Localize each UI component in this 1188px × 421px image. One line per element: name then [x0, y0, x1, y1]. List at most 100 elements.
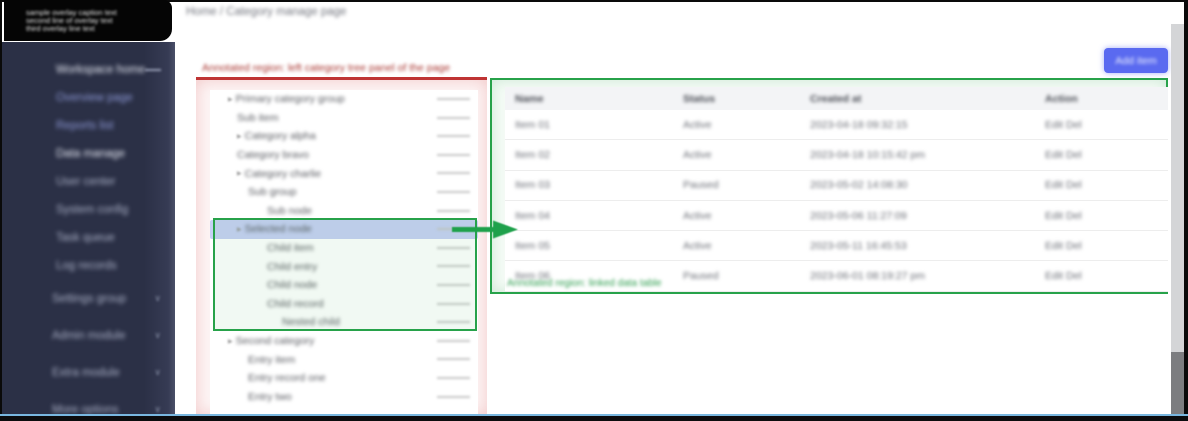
tree-node-label: Entry record one: [248, 372, 326, 385]
tree-node[interactable]: Nested child: [210, 313, 478, 332]
tree-node-label: Selected node: [244, 223, 312, 236]
table-column-header: Action: [1045, 92, 1078, 105]
add-button[interactable]: Add item: [1104, 48, 1168, 73]
table-row[interactable]: Item 05 Active 2023-05-11 16:45:53 Edit Del: [505, 231, 1168, 262]
sidebar-item[interactable]: Extra module ∨: [2, 354, 175, 391]
tree-node[interactable]: Child entry: [210, 257, 478, 276]
sidebar-item-label: Log records: [56, 260, 117, 272]
table-column-header: Status: [683, 92, 716, 105]
sidebar-item-label: Admin module: [52, 329, 126, 342]
tree-node-label: Child node: [267, 279, 318, 292]
chevron-down-icon: ∨: [154, 367, 161, 377]
frame-edge-top: [0, 0, 1188, 2]
overlay-caption-box: sample overlay caption text second line …: [4, 0, 172, 41]
table-cell: Item 01: [515, 118, 551, 131]
sidebar-item-label: System config: [56, 204, 129, 216]
table-row[interactable]: Item 02 Active 2023-04-18 10:15:42 pm Edit …: [505, 140, 1168, 171]
table-cell: Edit Del: [1045, 118, 1082, 131]
tree-node[interactable]: Child record: [210, 295, 478, 314]
tree-node[interactable]: Sub item: [210, 109, 478, 128]
tree-node[interactable]: Entry item: [210, 350, 478, 369]
chevron-down-icon: ∨: [154, 330, 161, 340]
table-column-header: Created at: [810, 92, 862, 105]
tree-node[interactable]: Sub group: [210, 183, 478, 202]
tree-node[interactable]: ▶ Category charlie: [210, 164, 478, 183]
tree-node[interactable]: Child node: [210, 276, 478, 295]
data-table: Name Status Created at Action Item 01 Active…: [505, 87, 1168, 292]
sidebar-item[interactable]: More options ∨: [2, 391, 175, 421]
sidebar-item-label: Extra module: [52, 366, 120, 379]
tree-node[interactable]: Entry record one: [210, 369, 478, 388]
table-row[interactable]: Item 03 Paused 2023-05-02 14:08:30 Edit Del: [505, 170, 1168, 201]
table-cell: Paused: [683, 270, 719, 283]
tree-node-label: Entry item: [248, 353, 296, 366]
sidebar-item[interactable]: Workspace home: [2, 56, 175, 84]
tree-node[interactable]: ▶ Second category: [210, 332, 478, 351]
table-cell: Active: [683, 118, 712, 131]
sidebar-item[interactable]: Data manage: [2, 140, 175, 168]
tree-node-label: Second category: [235, 335, 315, 348]
expand-caret-icon[interactable]: ▶: [228, 96, 233, 103]
tree-node-dash: [437, 209, 470, 212]
table-cell: 2023-05-11 16:45:53: [810, 239, 907, 252]
sidebar-item[interactable]: Overview page: [2, 84, 175, 112]
sidebar-item-label: User center: [56, 176, 116, 188]
table-body: Item 01 Active 2023-04-18 09:32:15 Edit Del…: [505, 110, 1168, 292]
tree-node[interactable]: ▶ Category alpha: [210, 127, 478, 146]
table-header-row: Name Status Created at Action: [505, 87, 1168, 110]
tree-node-dash: [437, 302, 470, 305]
tree-node[interactable]: Child item: [210, 239, 478, 258]
sidebar: Workspace home Overview page Reports list D…: [2, 42, 175, 416]
table-row[interactable]: Item 01 Active 2023-04-18 09:32:15 Edit Del: [505, 110, 1168, 141]
add-button-label: Add item: [1115, 54, 1157, 67]
tree-node-label: Child item: [267, 242, 314, 255]
table-cell: Edit Del: [1045, 209, 1082, 222]
tree-node-dash: [437, 153, 470, 156]
sidebar-item[interactable]: Reports list: [2, 112, 175, 140]
expand-caret-icon[interactable]: ▶: [228, 338, 233, 345]
tree-node-label: Category charlie: [244, 167, 322, 180]
chevron-down-icon: ∨: [154, 293, 161, 303]
table-cell: Paused: [683, 179, 719, 192]
expand-caret-icon[interactable]: ▶: [237, 133, 242, 140]
table-row[interactable]: Item 06 Paused 2023-06-01 08:19:27 pm Edit …: [505, 261, 1168, 292]
scrollbar-track[interactable]: [1171, 24, 1184, 414]
table-row[interactable]: Item 04 Active 2023-05-06 11:27:09 Edit Del: [505, 200, 1168, 232]
table-column-header: Name: [515, 92, 544, 105]
table-cell: Item 03: [515, 179, 551, 192]
collapse-icon[interactable]: [145, 69, 161, 71]
table-cell: Edit Del: [1045, 239, 1082, 252]
sidebar-item-label: Overview page: [56, 92, 133, 104]
green-annotation-caption: Annotated region: linked data table: [507, 278, 662, 289]
sidebar-item[interactable]: System config: [2, 196, 175, 224]
sidebar-item[interactable]: Task queue: [2, 224, 175, 252]
tree-node-dash: [437, 376, 470, 379]
tree-node-dash: [437, 172, 470, 175]
table-cell: 2023-04-18 10:15:42 pm: [810, 148, 926, 161]
tree-node-dash: [437, 339, 470, 342]
breadcrumb: Home / Category manage page: [186, 6, 347, 18]
sidebar-item[interactable]: Settings group ∨: [2, 280, 175, 317]
table-cell: 2023-05-06 11:27:09: [810, 209, 907, 222]
table-cell: Edit Del: [1045, 148, 1082, 161]
sidebar-item[interactable]: Log records: [2, 252, 175, 280]
tree-node-dash: [437, 265, 470, 268]
tree-node[interactable]: ▶ Primary category group: [210, 90, 478, 109]
table-cell: Active: [683, 148, 712, 161]
expand-caret-icon[interactable]: ▶: [237, 226, 242, 233]
tree-node-selected[interactable]: ▶ Selected node: [210, 220, 478, 239]
scrollbar-thumb[interactable]: [1171, 352, 1184, 414]
tree-node-dash: [437, 190, 470, 193]
tree-node-label: Child record: [267, 297, 324, 310]
expand-caret-icon[interactable]: ▶: [237, 171, 242, 178]
table-cell: Item 06: [515, 270, 551, 283]
table-cell: Item 05: [515, 239, 551, 252]
sidebar-item[interactable]: Admin module ∨: [2, 317, 175, 354]
tree-node-dash: [437, 283, 470, 286]
sidebar-item[interactable]: User center: [2, 168, 175, 196]
sidebar-item-label: Workspace home: [56, 64, 146, 76]
red-annotation-caption: Annotated region: left category tree pan…: [202, 62, 451, 74]
tree-node[interactable]: Entry two: [210, 388, 478, 407]
tree-node[interactable]: Category bravo: [210, 146, 478, 165]
tree-node[interactable]: Sub node: [210, 202, 478, 221]
